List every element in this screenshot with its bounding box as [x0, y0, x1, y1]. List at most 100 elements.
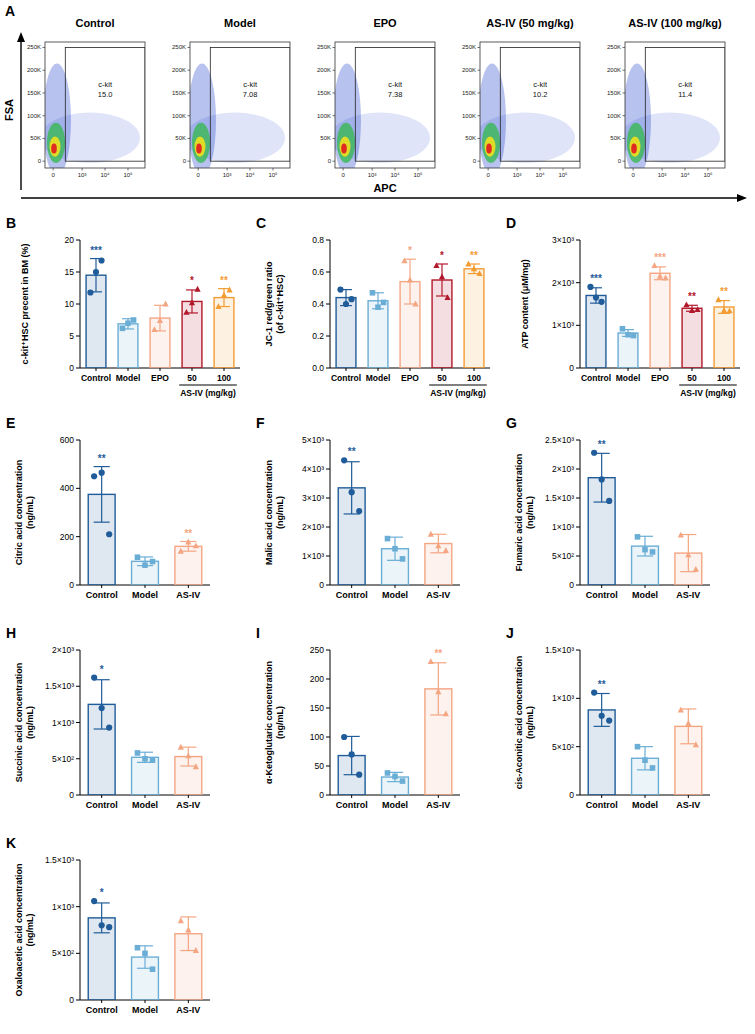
y-tick — [326, 240, 330, 241]
y-tick-label: 100K — [27, 113, 41, 119]
x-tick — [101, 585, 102, 588]
plot-area — [338, 658, 452, 795]
y-tick — [478, 161, 481, 162]
y-tick — [333, 115, 336, 116]
gate-label: c-kit — [533, 80, 548, 89]
y-tick — [576, 282, 580, 283]
x-tick-label: 10⁴ — [680, 172, 690, 178]
significance: * — [408, 245, 412, 256]
data-point — [662, 275, 668, 281]
x-tick-label: 0 — [486, 172, 490, 178]
data-point — [381, 300, 387, 306]
density-cloud — [337, 123, 355, 163]
data-point — [99, 470, 105, 476]
x-tick-label: Control — [586, 590, 618, 600]
y-axis-title: (ng/mL) — [25, 914, 35, 947]
error-line — [101, 680, 102, 729]
y-tick — [576, 240, 580, 241]
y-tick — [576, 469, 580, 470]
data-point — [715, 296, 721, 302]
data-point — [685, 551, 691, 557]
flow-panel: EPOc-kit7.38050K100K150K200K250K010³10⁴1… — [317, 17, 435, 178]
x-tick-label: Model — [132, 800, 158, 810]
x-tick — [127, 168, 128, 171]
bar-panel: DATP content (μM/mg)01×10³2×10³3×10³Cont… — [506, 215, 740, 398]
data-point — [650, 765, 656, 771]
data-point — [392, 546, 398, 552]
x-tick — [346, 368, 347, 371]
plot-title: Model — [224, 17, 256, 29]
plot-area — [190, 42, 290, 168]
x-tick-label: Control — [331, 373, 361, 383]
data-point — [99, 705, 105, 711]
density-cloud — [486, 143, 492, 153]
y-axis-title: Citric acid concentration — [14, 460, 24, 566]
y-tick — [478, 47, 481, 48]
data-point — [683, 301, 689, 307]
x-tick-label: 50 — [437, 373, 447, 383]
y-tick-label: 1.5×10³ — [45, 681, 74, 691]
data-point — [91, 473, 97, 479]
flow-panel: Modelc-kit7.08050K100K150K200K250K010³10… — [172, 17, 290, 178]
x-tick-label: Control — [336, 590, 368, 600]
gate — [355, 47, 435, 161]
data-point — [349, 751, 355, 757]
panel-letter: K — [6, 835, 16, 851]
density-cloud — [47, 123, 65, 163]
x-tick — [128, 368, 129, 371]
y-tick — [76, 1000, 80, 1001]
data-point — [620, 326, 626, 332]
y-tick-label: 5×10² — [552, 742, 574, 752]
data-point — [125, 320, 131, 326]
data-point — [193, 542, 199, 548]
y-tick — [188, 47, 191, 48]
data-point — [185, 539, 191, 545]
data-point — [150, 559, 156, 565]
x-tick — [438, 795, 439, 798]
y-tick — [76, 953, 80, 954]
group-line — [429, 385, 487, 386]
bar — [336, 298, 356, 368]
density-cloud — [625, 63, 651, 168]
x-tick-label: Model — [132, 1005, 158, 1015]
y-tick — [76, 440, 80, 441]
error-bar — [90, 259, 102, 292]
y-tick — [76, 906, 80, 907]
x-tick — [145, 1000, 146, 1003]
y-tick — [576, 746, 580, 747]
y-tick-label: 150K — [27, 90, 41, 96]
significance: ** — [598, 439, 606, 450]
error-cap — [218, 288, 230, 289]
y-tick-label: 100 — [310, 732, 324, 742]
error-bar — [344, 462, 360, 514]
density-cloud — [631, 143, 637, 153]
error-line — [601, 694, 602, 727]
data-point — [93, 269, 99, 275]
x-tick — [160, 368, 161, 371]
y-axis — [580, 650, 581, 795]
data-point — [193, 763, 199, 769]
data-point — [435, 688, 441, 694]
x-tick — [517, 168, 518, 171]
x-tick-label: 10⁵ — [703, 172, 713, 178]
error-line — [688, 709, 689, 744]
x-tick-label: Control — [581, 373, 611, 383]
y-tick-label: 50 — [315, 761, 325, 771]
y-tick — [43, 47, 46, 48]
x-tick — [378, 368, 379, 371]
plot-area — [625, 42, 725, 168]
x-tick-label: 10⁴ — [390, 172, 400, 178]
bar-panel: KOxaloacetic acid concentration(ng/mL)05… — [6, 835, 210, 1015]
x-tick-label: Model — [366, 373, 391, 383]
x-tick-label: Control — [86, 1005, 118, 1015]
y-tick — [76, 336, 80, 337]
significance: ** — [598, 679, 606, 690]
data-point — [193, 947, 199, 953]
data-point — [428, 658, 434, 664]
data-point — [435, 542, 441, 548]
y-tick — [326, 336, 330, 337]
x-tick — [351, 585, 352, 588]
arrow-line — [21, 197, 738, 198]
data-point — [428, 531, 434, 537]
flow-panel: AS-IV (50 mg/kg)c-kit10.2050K100K150K200… — [462, 17, 580, 178]
